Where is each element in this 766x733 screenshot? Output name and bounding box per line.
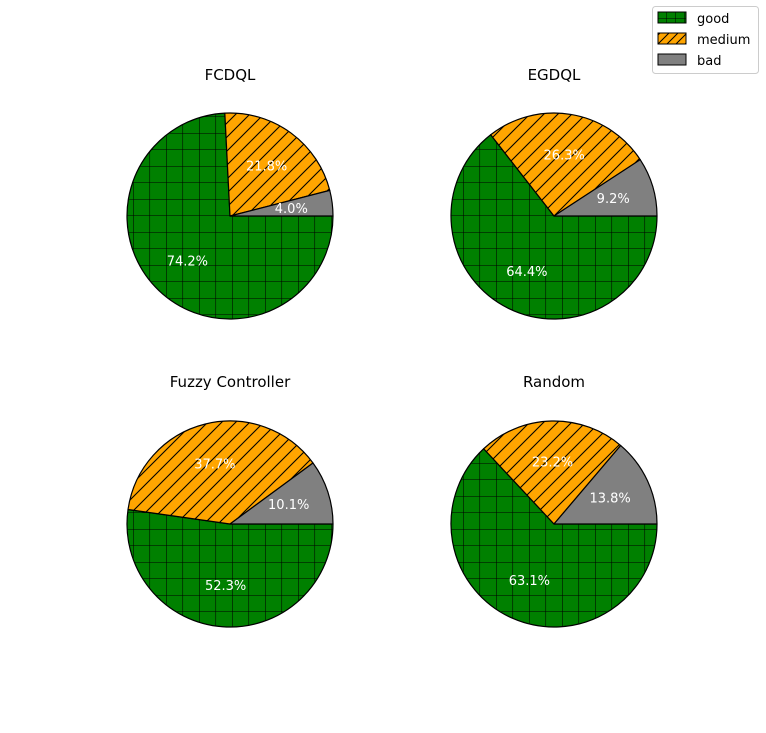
pie-label-good: 63.1% xyxy=(509,574,550,589)
pie-label-good: 52.3% xyxy=(205,579,246,594)
legend-label-bad: bad xyxy=(697,54,721,69)
pie-slice-bad xyxy=(553,444,658,525)
legend-swatch-bad xyxy=(657,53,687,66)
legend: good medium bad xyxy=(652,6,759,74)
pie-label-bad: 9.2% xyxy=(597,192,630,207)
pie-label-bad: 10.1% xyxy=(268,498,309,513)
pie-slice-medium xyxy=(224,112,331,217)
pie-label-bad: 4.0% xyxy=(275,202,308,217)
pie-label-medium: 21.8% xyxy=(246,160,287,175)
pie-title-fcdql: FCDQL xyxy=(205,66,256,84)
pie-label-medium: 23.2% xyxy=(532,456,573,471)
pie-title-egdql: EGDQL xyxy=(528,66,581,84)
pie-chart-fcdql: 74.2% 21.8% 4.0% FCDQL xyxy=(126,66,334,320)
pie-slice-good xyxy=(126,508,334,628)
pie-label-medium: 37.7% xyxy=(194,458,235,473)
pie-slice-medium xyxy=(127,420,314,525)
pie-title-random: Random xyxy=(523,373,585,391)
pie-chart-random: 63.1% 23.2% 13.8% Random xyxy=(450,373,658,628)
pie-title-fuzzy-controller: Fuzzy Controller xyxy=(170,373,291,391)
pie-label-good: 74.2% xyxy=(167,254,208,269)
pie-slice-bad xyxy=(553,159,658,217)
legend-label-good: good xyxy=(697,12,729,27)
legend-swatch-good xyxy=(657,11,687,24)
pie-slice-good xyxy=(450,448,658,628)
pie-slice-medium xyxy=(490,112,641,217)
legend-swatch-medium xyxy=(657,32,687,45)
pie-chart-fuzzy-controller: 52.3% 37.7% 10.1% Fuzzy Controller xyxy=(126,373,334,628)
legend-label-medium: medium xyxy=(697,33,750,48)
pie-slice-bad xyxy=(229,462,334,525)
pie-label-medium: 26.3% xyxy=(544,149,585,164)
pie-label-bad: 13.8% xyxy=(589,492,630,507)
pie-label-good: 64.4% xyxy=(506,265,547,280)
pie-slice-bad xyxy=(229,189,334,217)
pie-slice-good xyxy=(450,134,658,320)
pie-chart-egdql: 64.4% 26.3% 9.2% EGDQL xyxy=(450,66,658,320)
pie-slice-medium xyxy=(483,420,622,525)
